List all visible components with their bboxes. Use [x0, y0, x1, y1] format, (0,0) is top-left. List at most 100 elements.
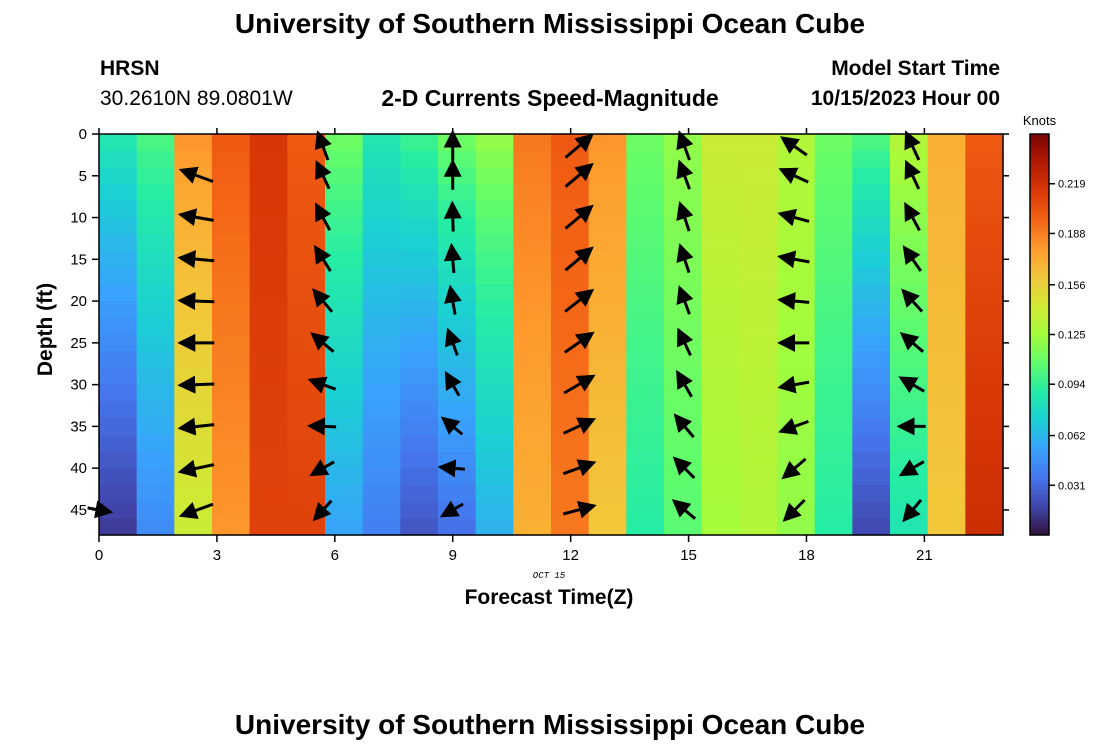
heatmap-cell: [136, 150, 175, 169]
heatmap-cell: [739, 234, 778, 252]
heatmap-cell: [626, 267, 665, 285]
heatmap-cell: [325, 468, 364, 486]
heatmap-cell: [136, 401, 175, 419]
heatmap-cell: [551, 484, 590, 503]
heatmap-cell: [136, 317, 175, 336]
current-vector-arrow: [564, 288, 595, 313]
heatmap-cell: [588, 401, 627, 419]
heatmap-cell: [174, 267, 213, 285]
heatmap-cell: [174, 401, 213, 419]
heatmap-cell: [475, 518, 514, 536]
heatmap-cell: [588, 351, 627, 369]
heatmap-cell: [852, 468, 891, 486]
heatmap-cell: [400, 234, 439, 252]
current-vector-arrow: [676, 369, 693, 398]
heatmap-cell: [99, 351, 138, 369]
heatmap-cell: [551, 301, 590, 319]
heatmap-cell: [588, 434, 627, 453]
heatmap-cell: [513, 217, 552, 235]
x-tick-label: 3: [213, 547, 221, 564]
colorbar-tick-label: 0.125: [1058, 330, 1086, 342]
heatmap-cell: [362, 468, 401, 486]
heatmap-cell: [814, 351, 853, 369]
current-vector-arrow: [778, 417, 809, 435]
heatmap-cell: [814, 317, 853, 336]
heatmap-cell: [212, 351, 251, 369]
heatmap-cell: [588, 184, 627, 202]
heatmap-cell: [362, 184, 401, 202]
heatmap-cell: [664, 384, 703, 402]
heatmap-cell: [249, 351, 288, 369]
heatmap-cell: [965, 384, 1004, 402]
heatmap-cell: [927, 484, 966, 503]
heatmap-cell: [136, 367, 175, 386]
heatmap-cell: [136, 468, 175, 486]
heatmap-cell: [852, 351, 891, 369]
heatmap-cell: [438, 367, 477, 386]
heatmap-cell: [212, 250, 251, 269]
heatmap-cell: [212, 234, 251, 252]
heatmap-cell: [400, 134, 439, 152]
heatmap-cell: [664, 518, 703, 536]
heatmap-cell: [927, 184, 966, 202]
heatmap-cell: [814, 334, 853, 352]
date-label: OCT 15: [533, 571, 566, 581]
heatmap-cell: [212, 367, 251, 386]
heatmap-cell: [249, 250, 288, 269]
heatmap-cell: [212, 134, 251, 152]
heatmap-cell: [249, 401, 288, 419]
heatmap-cell: [626, 184, 665, 202]
heatmap-cell: [965, 451, 1004, 469]
heatmap-cell: [438, 301, 477, 319]
heatmap-cell: [664, 434, 703, 453]
heatmap-cell: [626, 518, 665, 536]
heatmap-cell: [588, 484, 627, 503]
colorbar-ticks: 0.031 0.062 0.094 0.125 0.156 0.188 0.219: [1049, 179, 1086, 492]
y-tick-label: 30: [70, 377, 87, 394]
current-vector-arrow: [314, 244, 332, 272]
heatmap-cell: [701, 451, 740, 469]
heatmap-cell: [212, 401, 251, 419]
y-tick-label: 45: [70, 502, 87, 519]
heatmap-cell: [325, 301, 364, 319]
heatmap-cell: [890, 301, 929, 319]
heatmap-cell: [99, 434, 138, 453]
heatmap-cell: [739, 468, 778, 486]
heatmap-cell: [701, 468, 740, 486]
heatmap-cell: [325, 200, 364, 219]
heatmap-cell: [588, 317, 627, 336]
heatmap-cell: [927, 234, 966, 252]
heatmap-cell: [513, 401, 552, 419]
heatmap-cell: [475, 418, 514, 436]
heatmap-cell: [777, 351, 816, 369]
heatmap-cell: [287, 384, 326, 402]
heatmap-cell: [701, 434, 740, 453]
current-vector-arrow: [898, 376, 925, 394]
heatmap-cell: [325, 167, 364, 185]
heatmap-cell: [249, 384, 288, 402]
current-vector-arrow: [564, 246, 594, 272]
heatmap-cell: [739, 150, 778, 169]
heatmap-cell: [701, 367, 740, 386]
heatmap-cell: [249, 301, 288, 319]
heatmap-cell: [551, 518, 590, 536]
heatmap-cell: [362, 234, 401, 252]
heatmap-cell: [701, 334, 740, 352]
heatmap-cell: [664, 267, 703, 285]
heatmap-cell: [890, 334, 929, 352]
heatmap-cell: [513, 234, 552, 252]
heatmap-cell: [400, 518, 439, 536]
heatmap-cell: [814, 200, 853, 219]
current-vector-arrow: [312, 288, 334, 313]
heatmap-cell: [438, 267, 477, 285]
heatmap-cell: [588, 284, 627, 302]
y-tick-label: 10: [70, 210, 87, 227]
heatmap-cell: [212, 167, 251, 185]
heatmap-cell: [927, 384, 966, 402]
heatmap-cell: [438, 351, 477, 369]
heatmap-cell: [626, 501, 665, 519]
heatmap-cell: [400, 451, 439, 469]
heatmap-cell: [325, 334, 364, 352]
heatmap-cell: [890, 451, 929, 469]
current-vector-arrow: [671, 499, 697, 520]
